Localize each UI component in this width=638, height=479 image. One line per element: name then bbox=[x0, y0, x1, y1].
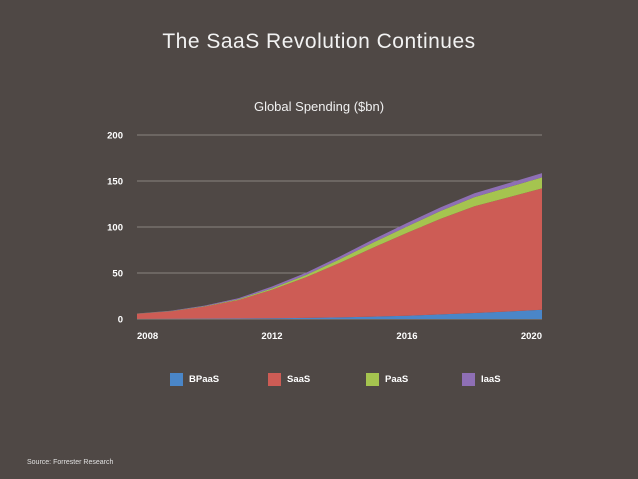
legend-swatch bbox=[462, 373, 475, 386]
legend-swatch bbox=[366, 373, 379, 386]
legend-item-iaas: IaaS bbox=[462, 373, 501, 386]
area-paas bbox=[137, 177, 542, 314]
legend-label: IaaS bbox=[481, 374, 501, 385]
area-bpaas bbox=[137, 309, 542, 319]
x-axis-ticks: 2008 2012 2016 2020 bbox=[137, 331, 542, 342]
area-saas bbox=[137, 188, 542, 319]
legend-item-bpaas: BPaaS bbox=[170, 373, 219, 386]
y-tick-label: 50 bbox=[112, 269, 123, 280]
legend-label: SaaS bbox=[287, 374, 311, 385]
legend-label: BPaaS bbox=[189, 374, 220, 385]
y-axis-ticks: 0 50 100 150 200 bbox=[107, 131, 123, 326]
legend-swatch bbox=[268, 373, 281, 386]
y-tick-label: 0 bbox=[118, 315, 123, 326]
legend-item-saas: SaaS bbox=[268, 373, 310, 386]
x-tick-label: 2020 bbox=[521, 331, 542, 342]
legend: BPaaS SaaS PaaS IaaS bbox=[0, 373, 638, 389]
y-tick-label: 200 bbox=[107, 131, 123, 142]
x-tick-label: 2008 bbox=[137, 331, 158, 342]
legend-swatch bbox=[170, 373, 183, 386]
legend-item-paas: PaaS bbox=[366, 373, 408, 386]
source-note: Source: Forrester Research bbox=[27, 459, 114, 466]
y-tick-label: 100 bbox=[107, 223, 123, 234]
x-tick-label: 2012 bbox=[261, 331, 282, 342]
area-iaas bbox=[137, 173, 542, 314]
x-tick-label: 2016 bbox=[396, 331, 417, 342]
chart-title: Global Spending ($bn) bbox=[253, 99, 385, 114]
page-title: The SaaS Revolution Continues bbox=[162, 30, 476, 53]
area-series bbox=[137, 173, 542, 319]
legend-label: PaaS bbox=[385, 374, 409, 385]
y-tick-label: 150 bbox=[107, 177, 123, 188]
